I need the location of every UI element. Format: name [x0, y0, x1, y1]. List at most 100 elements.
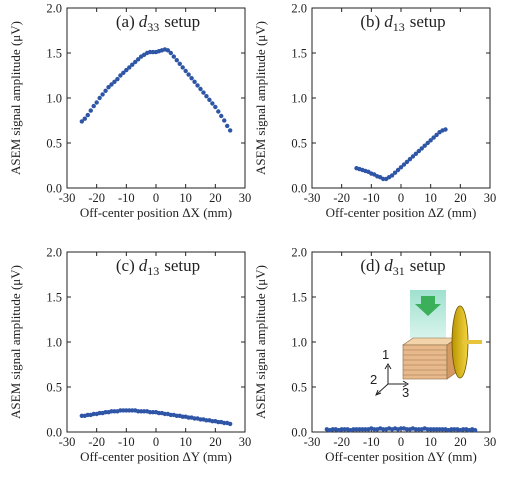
- title-part: 33: [147, 20, 159, 34]
- data-point: [207, 97, 212, 103]
- data-point: [189, 76, 194, 81]
- data-point: [174, 58, 179, 63]
- title-part: (a): [116, 12, 135, 31]
- data-point: [422, 143, 427, 148]
- x-tick-label: 20: [209, 191, 222, 205]
- x-tick-label: 20: [209, 435, 222, 449]
- x-axis-label: Off-center position ΔX (mm): [80, 205, 232, 220]
- x-tick-label: 30: [239, 435, 252, 449]
- x-axis-label: Off-center position ΔY (mm): [325, 449, 477, 464]
- data-point: [198, 86, 203, 92]
- data-point: [410, 154, 416, 159]
- data-point: [407, 157, 413, 162]
- panel-title: (a) d33 setup: [116, 12, 200, 34]
- y-tick-label: 0.0: [46, 426, 62, 440]
- panel: 0.0 0.5 1.0 1.5 2.0 -30 -20 -10 0 10 20 30 Off-cente…: [253, 246, 496, 465]
- data-point: [100, 92, 105, 97]
- panel-title: (c) d13 setup: [116, 256, 200, 278]
- x-tick-label: 10: [424, 435, 437, 449]
- y-tick-label: 0.5: [46, 381, 62, 395]
- data-point: [425, 140, 430, 146]
- data-point: [171, 54, 176, 59]
- x-tick-label: -30: [304, 435, 321, 449]
- panel-title: (d) d31 setup: [360, 256, 445, 278]
- data-point: [85, 112, 90, 118]
- data-point: [88, 108, 93, 113]
- data-point: [404, 159, 410, 165]
- data-point: [225, 123, 230, 129]
- data-point: [434, 132, 439, 138]
- data-point: [416, 148, 421, 154]
- x-tick-label: 30: [239, 191, 252, 205]
- data-point: [210, 101, 215, 106]
- data-point: [428, 138, 433, 143]
- data-point: [413, 151, 419, 156]
- x-tick-label: -30: [59, 191, 76, 205]
- y-tick-label: 0.5: [291, 381, 307, 395]
- data-point: [165, 48, 171, 53]
- title-part: setup: [410, 12, 446, 31]
- detector-rod: [462, 340, 482, 344]
- y-axis-label: ASEM signal amplitude (μV): [8, 21, 23, 175]
- data-point: [389, 173, 395, 178]
- y-tick-label: 1.0: [291, 336, 307, 350]
- title-part: setup: [164, 12, 200, 31]
- x-tick-label: -10: [363, 191, 380, 205]
- y-tick-label: 2.0: [46, 246, 62, 260]
- data-point: [183, 68, 188, 74]
- title-part: d: [139, 12, 148, 31]
- plot-frame: [311, 7, 491, 189]
- title-part: 31: [393, 264, 405, 278]
- x-tick-label: 10: [179, 435, 192, 449]
- x-tick-label: -20: [88, 435, 105, 449]
- data-point: [112, 79, 117, 85]
- data-point: [127, 65, 132, 70]
- x-tick-label: 0: [398, 435, 404, 449]
- x-tick-label: -20: [333, 191, 350, 205]
- y-tick-label: 1.5: [291, 47, 307, 61]
- data-point: [216, 109, 221, 114]
- y-axis-label: ASEM signal amplitude (μV): [8, 265, 23, 419]
- data-point: [82, 116, 88, 121]
- panel: 0.0 0.5 1.0 1.5 2.0 -30 -20 -10 0 10 20 30 Off-cente…: [8, 2, 251, 221]
- data-point: [118, 73, 123, 78]
- data-point: [204, 94, 209, 99]
- data-point: [115, 76, 120, 82]
- data-point: [213, 104, 218, 110]
- data-point: [121, 70, 126, 76]
- plot-frame: [66, 7, 246, 189]
- data-point: [180, 65, 185, 70]
- data-point: [124, 67, 129, 73]
- x-tick-label: 0: [398, 191, 404, 205]
- title-part: setup: [164, 256, 200, 275]
- data-point: [395, 167, 401, 173]
- y-tick-label: 0.0: [291, 426, 307, 440]
- y-tick-label: 2.0: [291, 2, 307, 16]
- panel: 0.0 0.5 1.0 1.5 2.0 -30 -20 -10 0 10 20 30 Off-cente…: [8, 246, 251, 465]
- axis-annotation: 3: [402, 385, 409, 400]
- data-point: [419, 146, 424, 151]
- data-point: [219, 113, 224, 119]
- x-tick-label: -30: [59, 435, 76, 449]
- title-part: (d): [360, 256, 380, 275]
- x-tick-label: 10: [424, 191, 437, 205]
- panel: 0.0 0.5 1.0 1.5 2.0 -30 -20 -10 0 10 20 30 Off-cente…: [253, 2, 496, 221]
- x-tick-label: 30: [484, 435, 497, 449]
- x-tick-label: -20: [88, 191, 105, 205]
- data-point: [94, 100, 99, 105]
- x-axis-label: Off-center position ΔZ (mm): [326, 205, 477, 220]
- axis-annotation: 2: [370, 372, 377, 387]
- y-tick-label: 1.5: [46, 291, 62, 305]
- data-point: [91, 103, 96, 109]
- y-tick-label: 1.0: [291, 92, 307, 106]
- data-point: [431, 135, 436, 140]
- x-tick-label: 10: [179, 191, 192, 205]
- data-point: [106, 85, 111, 90]
- title-part: 13: [393, 20, 405, 34]
- y-tick-label: 2.0: [46, 2, 62, 16]
- data-point: [201, 90, 206, 95]
- inset-diagram: [375, 290, 482, 396]
- panel-title: (b) d13 setup: [360, 12, 445, 34]
- y-axis-label: ASEM signal amplitude (μV): [253, 265, 268, 419]
